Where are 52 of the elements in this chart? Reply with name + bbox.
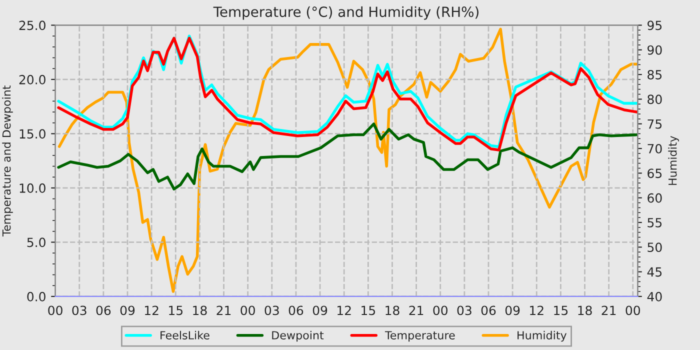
- x-tick-label: 00: [433, 306, 448, 316]
- y-axis-title: Temperature and Dewpoint: [2, 86, 13, 236]
- x-tick-label: 03: [457, 306, 472, 316]
- x-tick-label: 09: [505, 306, 520, 316]
- x-tick-label: 00: [48, 306, 62, 316]
- x-tick-label: 03: [264, 306, 279, 316]
- x-tick-label: 18: [193, 306, 207, 316]
- y2-tick-label: 55: [648, 218, 662, 228]
- x-tick-label: 18: [386, 306, 400, 316]
- y2-tick-label: 75: [648, 119, 662, 129]
- x-tick-label: 18: [578, 306, 592, 316]
- y2-tick-label: 45: [647, 267, 662, 277]
- x-tick-label: 21: [409, 306, 424, 315]
- legend-label: Temperature: [384, 331, 455, 342]
- legend-label: FeelsLike: [160, 330, 210, 340]
- x-tick-label: 12: [144, 306, 158, 315]
- y-tick-label: 15.0: [20, 129, 46, 139]
- x-tick-label: 21: [602, 306, 616, 315]
- y2-tick-label: 70: [648, 144, 662, 154]
- x-tick-label: 15: [362, 306, 376, 316]
- x-tick-label: 06: [288, 306, 304, 316]
- x-tick-label: 00: [626, 306, 640, 316]
- y2-tick-label: 40: [647, 292, 662, 302]
- legend-label: Dewpoint: [272, 330, 324, 342]
- x-tick-label: 03: [72, 306, 86, 316]
- x-tick-label: 12: [338, 306, 351, 315]
- x-tick-label: 09: [120, 306, 135, 316]
- x-tick-label: 15: [169, 306, 182, 316]
- y2-tick-label: 95: [648, 20, 662, 30]
- y2-tick-label: 85: [648, 70, 662, 80]
- line-series: [57, 122, 638, 190]
- x-tick-label: 06: [481, 306, 496, 316]
- y2-tick-label: 65: [648, 168, 662, 178]
- x-tick-label: 12: [530, 306, 544, 315]
- line-series: [58, 28, 638, 293]
- y-tick-label: 5.0: [27, 238, 46, 248]
- y2-tick-label: 90: [648, 45, 662, 55]
- chart-title: Temperature (°C) and Humidity (RH%): [213, 6, 478, 20]
- y2-tick-label: 50: [648, 242, 662, 252]
- x-tick-label: 15: [554, 306, 568, 316]
- x-tick-label: 06: [96, 306, 111, 316]
- x-tick-label: 00: [240, 306, 255, 316]
- y-tick-label: 20.0: [19, 74, 46, 84]
- legend-label: Humidity: [518, 330, 567, 342]
- x-tick-label: 21: [216, 306, 231, 315]
- y2-tick-label: 60: [648, 193, 662, 203]
- y-tick-label: 10.0: [20, 183, 46, 193]
- y-tick-label: 25.0: [19, 20, 46, 30]
- y2-axis-title: Humidity: [668, 136, 679, 185]
- x-tick-label: 09: [312, 306, 328, 316]
- y2-tick-label: 80: [648, 94, 662, 104]
- y-tick-label: 0.0: [27, 292, 46, 302]
